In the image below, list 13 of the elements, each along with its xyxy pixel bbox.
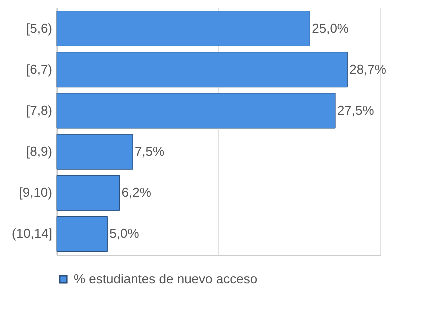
y-tick-label: [5,6) <box>26 20 52 36</box>
data-label: 27,5% <box>337 102 375 118</box>
y-tick-label: (10,14] <box>12 226 52 242</box>
y-tick-label: [6,7) <box>26 62 52 77</box>
y-tick-label: [8,9) <box>26 144 52 160</box>
legend-label: % estudiantes de nuevo acceso <box>74 272 258 286</box>
data-label: 28,7% <box>350 62 387 77</box>
y-tick-label: [7,8) <box>26 102 52 118</box>
data-label: 7,5% <box>134 144 166 160</box>
y-tick-label: [9,10) <box>19 185 52 200</box>
data-label: 6,2% <box>122 185 152 200</box>
data-label: 25,0% <box>312 20 350 36</box>
data-label: 5,0% <box>110 226 140 242</box>
